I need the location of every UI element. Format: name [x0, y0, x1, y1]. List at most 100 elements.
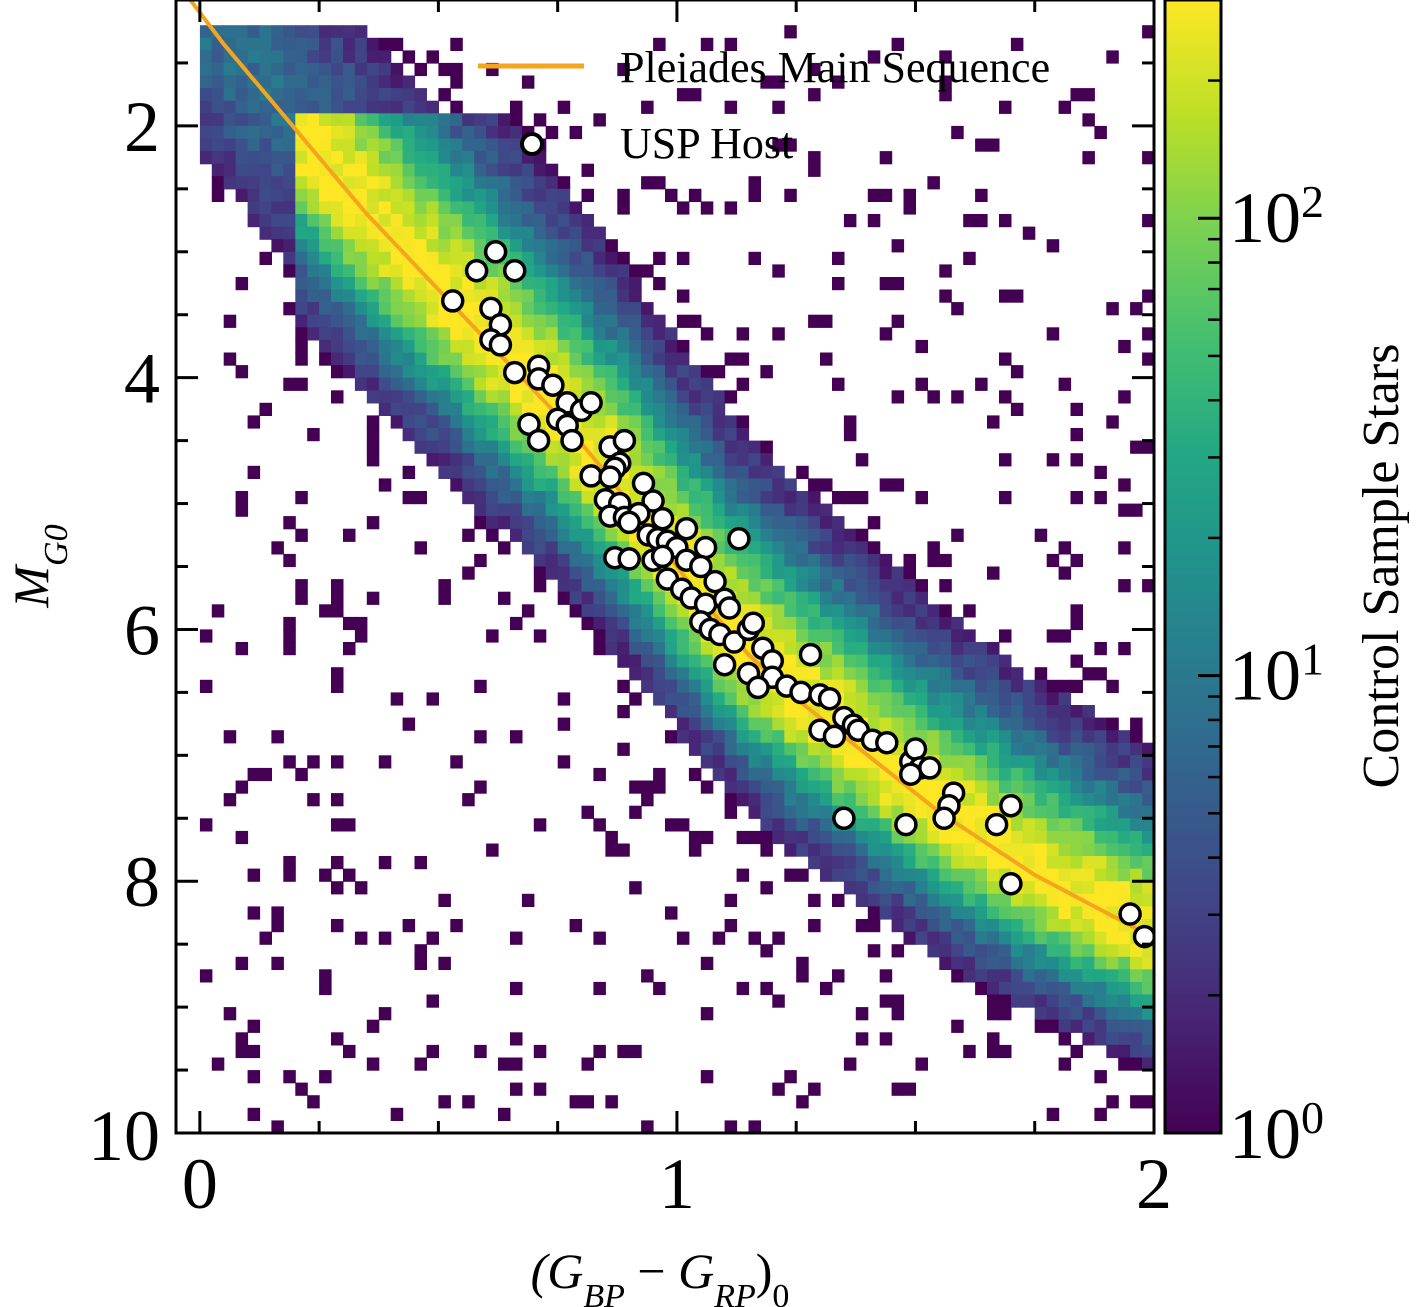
heatmap-cell	[951, 692, 964, 706]
heatmap-cell	[796, 579, 809, 593]
heatmap-cell	[772, 742, 785, 756]
heatmap-cell	[820, 793, 833, 807]
heatmap-cell	[402, 88, 416, 102]
heatmap-cell	[259, 62, 272, 77]
heatmap-cell	[366, 327, 380, 341]
heatmap-cell	[295, 151, 308, 165]
heatmap-cell	[1082, 856, 1095, 870]
heatmap-cell	[545, 541, 559, 555]
heatmap-cell	[259, 125, 272, 140]
heatmap-cell	[939, 642, 952, 656]
heatmap-cell	[1130, 944, 1143, 958]
heatmap-cell	[331, 793, 344, 807]
heatmap-cell	[414, 390, 427, 404]
heatmap-cell	[975, 138, 988, 152]
usp-host-point	[717, 596, 742, 620]
heatmap-cell	[426, 314, 439, 328]
heatmap-cell	[199, 125, 213, 140]
heatmap-cell	[760, 440, 773, 454]
heatmap-cell	[1142, 818, 1154, 832]
heatmap-cell	[1106, 679, 1119, 693]
heatmap-cell	[808, 528, 821, 542]
heatmap-cell	[426, 415, 439, 429]
heatmap-cell	[736, 553, 750, 568]
heatmap-cell	[223, 1007, 237, 1021]
heatmap-cell	[963, 742, 976, 756]
heatmap-cell	[963, 843, 976, 857]
x-tick-label: 0	[182, 1144, 218, 1224]
heatmap-cell	[1130, 994, 1143, 1008]
heatmap-cell	[331, 201, 344, 215]
heatmap-cell	[331, 365, 344, 379]
heatmap-cell	[903, 642, 916, 656]
heatmap-cell	[903, 692, 916, 706]
heatmap-cell	[963, 969, 976, 983]
heatmap-cell	[1118, 818, 1131, 832]
heatmap-cell	[1022, 780, 1036, 794]
heatmap-cell	[510, 339, 523, 354]
heatmap-cell	[903, 717, 916, 731]
heatmap-cell	[247, 465, 261, 479]
heatmap-cell	[879, 629, 893, 643]
heatmap-cell	[855, 755, 869, 769]
heatmap-cell	[331, 579, 344, 593]
heatmap-cell	[629, 604, 642, 618]
heatmap-cell	[510, 931, 523, 945]
heatmap-cell	[1082, 805, 1095, 819]
heatmap-cell	[1142, 944, 1154, 958]
heatmap-cell	[1034, 692, 1048, 706]
heatmap-cell	[581, 163, 594, 177]
heatmap-cell	[390, 377, 404, 391]
heatmap-cell	[402, 465, 416, 479]
heatmap-cell	[879, 969, 893, 983]
heatmap-cell	[1010, 818, 1024, 832]
heatmap-cell	[343, 277, 356, 291]
heatmap-cell	[402, 163, 416, 177]
heatmap-cell	[1130, 742, 1143, 756]
heatmap-cell	[378, 176, 392, 190]
heatmap-cell	[736, 692, 750, 706]
heatmap-cell	[545, 163, 559, 177]
heatmap-cell	[617, 264, 630, 278]
heatmap-cell	[378, 377, 392, 391]
heatmap-cell	[545, 553, 559, 568]
heatmap-cell	[1130, 856, 1143, 870]
heatmap-cell	[867, 667, 881, 681]
heatmap-cell	[426, 239, 439, 253]
heatmap-cell	[903, 919, 916, 933]
heatmap-cell	[510, 516, 523, 530]
heatmap-cell	[331, 75, 344, 89]
heatmap-cell	[1034, 843, 1048, 857]
heatmap-cell	[354, 629, 368, 643]
heatmap-cell	[593, 1044, 606, 1059]
heatmap-cell	[975, 919, 988, 933]
heatmap-cell	[199, 100, 213, 114]
usp-host-point	[526, 428, 551, 453]
heatmap-cell	[1142, 843, 1154, 857]
heatmap-cell	[235, 1032, 249, 1046]
heatmap-cell	[343, 37, 356, 51]
heatmap-cell	[343, 125, 356, 140]
heatmap-cell	[247, 1070, 261, 1084]
heatmap-cell	[438, 377, 451, 391]
heatmap-cell	[1046, 805, 1060, 819]
heatmap-cell	[223, 163, 237, 177]
heatmap-cell	[915, 780, 928, 794]
heatmap-cell	[641, 365, 654, 379]
heatmap-cell	[975, 793, 988, 807]
heatmap-cell	[975, 956, 988, 970]
heatmap-cell	[438, 251, 451, 265]
heatmap-cell	[1142, 579, 1154, 593]
heatmap-cell	[295, 1082, 308, 1096]
heatmap-cell	[307, 264, 320, 278]
heatmap-cell	[450, 214, 463, 228]
heatmap-cell	[605, 830, 618, 845]
heatmap-cell	[486, 264, 499, 278]
heatmap-cell	[963, 881, 976, 895]
heatmap-cell	[557, 491, 571, 505]
heatmap-cell	[975, 642, 988, 656]
heatmap-cell	[390, 277, 404, 291]
heatmap-cell	[724, 201, 738, 215]
heatmap-cell	[951, 956, 964, 970]
heatmap-cell	[259, 214, 272, 228]
